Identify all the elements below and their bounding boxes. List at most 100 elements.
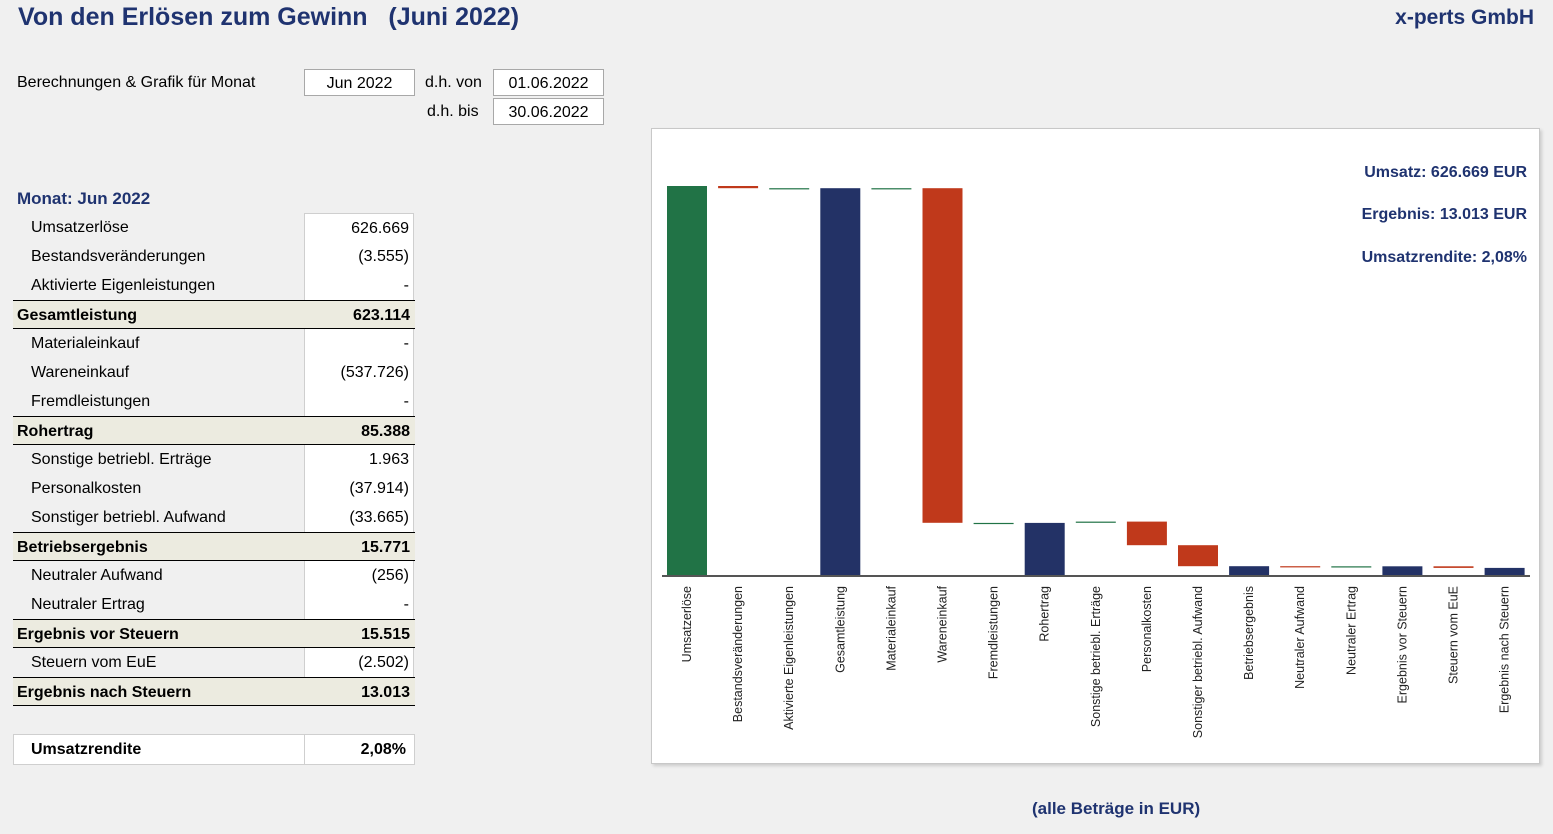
table-row: Personalkosten (37.914) [13, 474, 415, 503]
category-label: Aktivierte Eigenleistungen [782, 586, 796, 730]
rendite-label: Umsatzrendite [31, 741, 142, 758]
chart-svg: Umsatzerlöse Bestandsveränderungen Aktivie… [662, 186, 1530, 738]
table-row: Aktivierte Eigenleistungen - [13, 271, 415, 300]
kpi-ergebnis: Ergebnis: 13.013 EUR [1361, 206, 1527, 223]
waterfall-bar [820, 188, 861, 576]
from-date-label: d.h. von [425, 74, 482, 91]
row-value: 626.669 [304, 213, 414, 242]
waterfall-bar [1433, 566, 1474, 568]
row-label: Rohertrag [17, 423, 94, 440]
row-value: - [304, 387, 414, 416]
row-label: Sonstige betriebl. Erträge [31, 451, 212, 468]
rendite-row: Umsatzrendite 2,08% [13, 734, 415, 765]
row-value: - [304, 590, 414, 619]
category-label: Ergebnis vor Steuern [1395, 586, 1409, 703]
row-value: 15.771 [361, 539, 410, 556]
category-label: Bestandsveränderungen [731, 586, 745, 722]
row-value: (256) [304, 561, 414, 590]
table-row: Steuern vom EuE (2.502) [13, 648, 415, 677]
waterfall-bar [1126, 521, 1167, 546]
category-label: Wareneinkauf [936, 585, 950, 662]
table-row: Sonstige betriebl. Erträge 1.963 [13, 445, 415, 474]
row-value: (37.914) [304, 474, 414, 503]
category-label: Rohertrag [1038, 586, 1052, 642]
category-label: Gesamtleistung [833, 586, 847, 673]
category-label: Materialeinkauf [884, 585, 898, 670]
row-label: Steuern vom EuE [31, 654, 157, 671]
waterfall-bar [871, 188, 912, 190]
category-label: Neutraler Aufwand [1293, 586, 1307, 689]
row-label: Materialeinkauf [31, 335, 140, 352]
kpi-rendite: Umsatzrendite: 2,08% [1361, 249, 1527, 266]
table-total-row: Gesamtleistung 623.114 [13, 300, 415, 329]
table-row: Fremdleistungen - [13, 387, 415, 416]
row-label: Sonstiger betriebl. Aufwand [31, 509, 226, 526]
row-value: (3.555) [304, 242, 414, 271]
row-value: - [304, 329, 414, 358]
row-label: Umsatzerlöse [31, 219, 129, 236]
waterfall-chart: Umsatzerlöse Bestandsveränderungen Aktivie… [651, 128, 1540, 764]
page-title: Von den Erlösen zum Gewinn (Juni 2022) [18, 3, 520, 31]
waterfall-bar [922, 188, 963, 523]
row-label: Neutraler Ertrag [31, 596, 145, 613]
row-value: 15.515 [361, 626, 410, 643]
category-label: Fremdleistungen [987, 586, 1001, 679]
category-label: Sonstiger betriebl. Aufwand [1191, 586, 1205, 738]
waterfall-bar [718, 186, 759, 189]
row-value: (2.502) [304, 648, 414, 677]
waterfall-bar [1280, 566, 1321, 568]
row-value: - [304, 271, 414, 300]
waterfall-bar [1024, 522, 1065, 576]
waterfall-bar [1484, 567, 1525, 576]
table-heading: Monat: Jun 2022 [17, 189, 151, 208]
row-label: Ergebnis vor Steuern [17, 626, 179, 643]
waterfall-bar [1382, 566, 1423, 576]
table-total-row: Ergebnis vor Steuern 15.515 [13, 619, 415, 648]
category-label: Sonstige betriebl. Erträge [1089, 586, 1103, 727]
currency-note: (alle Beträge in EUR) [1032, 799, 1201, 818]
to-date-label: d.h. bis [427, 103, 479, 120]
category-label: Betriebsergebnis [1242, 586, 1256, 680]
month-input[interactable]: Jun 2022 [304, 69, 415, 96]
row-value: 1.963 [304, 445, 414, 474]
row-label: Bestandsveränderungen [31, 248, 206, 265]
row-label: Betriebsergebnis [17, 539, 148, 556]
waterfall-bar [973, 522, 1014, 525]
table-row: Materialeinkauf - [13, 329, 415, 358]
waterfall-bar [769, 188, 810, 190]
row-value: (33.665) [304, 503, 414, 532]
row-label: Neutraler Aufwand [31, 567, 163, 584]
table-row: Umsatzerlöse 626.669 [13, 213, 415, 242]
table-row: Neutraler Ertrag - [13, 590, 415, 619]
to-date-field: 30.06.2022 [493, 98, 604, 125]
category-label: Steuern vom EuE [1447, 586, 1461, 684]
profit-loss-table: Umsatzerlöse 626.669 Bestandsveränderungen… [13, 213, 415, 706]
rendite-value: 2,08% [304, 735, 414, 764]
table-total-row: Rohertrag 85.388 [13, 416, 415, 445]
waterfall-bar [667, 186, 707, 576]
from-date-field: 01.06.2022 [493, 69, 604, 96]
category-label: Neutraler Ertrag [1344, 586, 1358, 675]
row-value: (537.726) [304, 358, 414, 387]
row-label: Ergebnis nach Steuern [17, 684, 192, 701]
table-total-row: Ergebnis nach Steuern 13.013 [13, 677, 415, 706]
category-label: Umsatzerlöse [680, 586, 694, 662]
table-row: Neutraler Aufwand (256) [13, 561, 415, 590]
row-label: Fremdleistungen [31, 393, 151, 410]
waterfall-bar [1178, 545, 1218, 567]
waterfall-bar [1229, 566, 1270, 576]
row-value: 85.388 [361, 423, 410, 440]
table-total-row: Betriebsergebnis 15.771 [13, 532, 415, 561]
table-row: Bestandsveränderungen (3.555) [13, 242, 415, 271]
kpi-umsatz: Umsatz: 626.669 EUR [1364, 164, 1527, 181]
table-row: Sonstiger betriebl. Aufwand (33.665) [13, 503, 415, 532]
waterfall-bar [1075, 521, 1116, 523]
row-label: Wareneinkauf [31, 364, 130, 381]
row-label: Gesamtleistung [17, 307, 138, 324]
row-label: Aktivierte Eigenleistungen [31, 277, 216, 294]
row-label: Personalkosten [31, 480, 142, 497]
row-value: 13.013 [361, 684, 410, 701]
category-label: Personalkosten [1140, 586, 1154, 672]
waterfall-bar [1331, 566, 1372, 568]
month-selector-label: Berechnungen & Grafik für Monat [17, 74, 256, 91]
